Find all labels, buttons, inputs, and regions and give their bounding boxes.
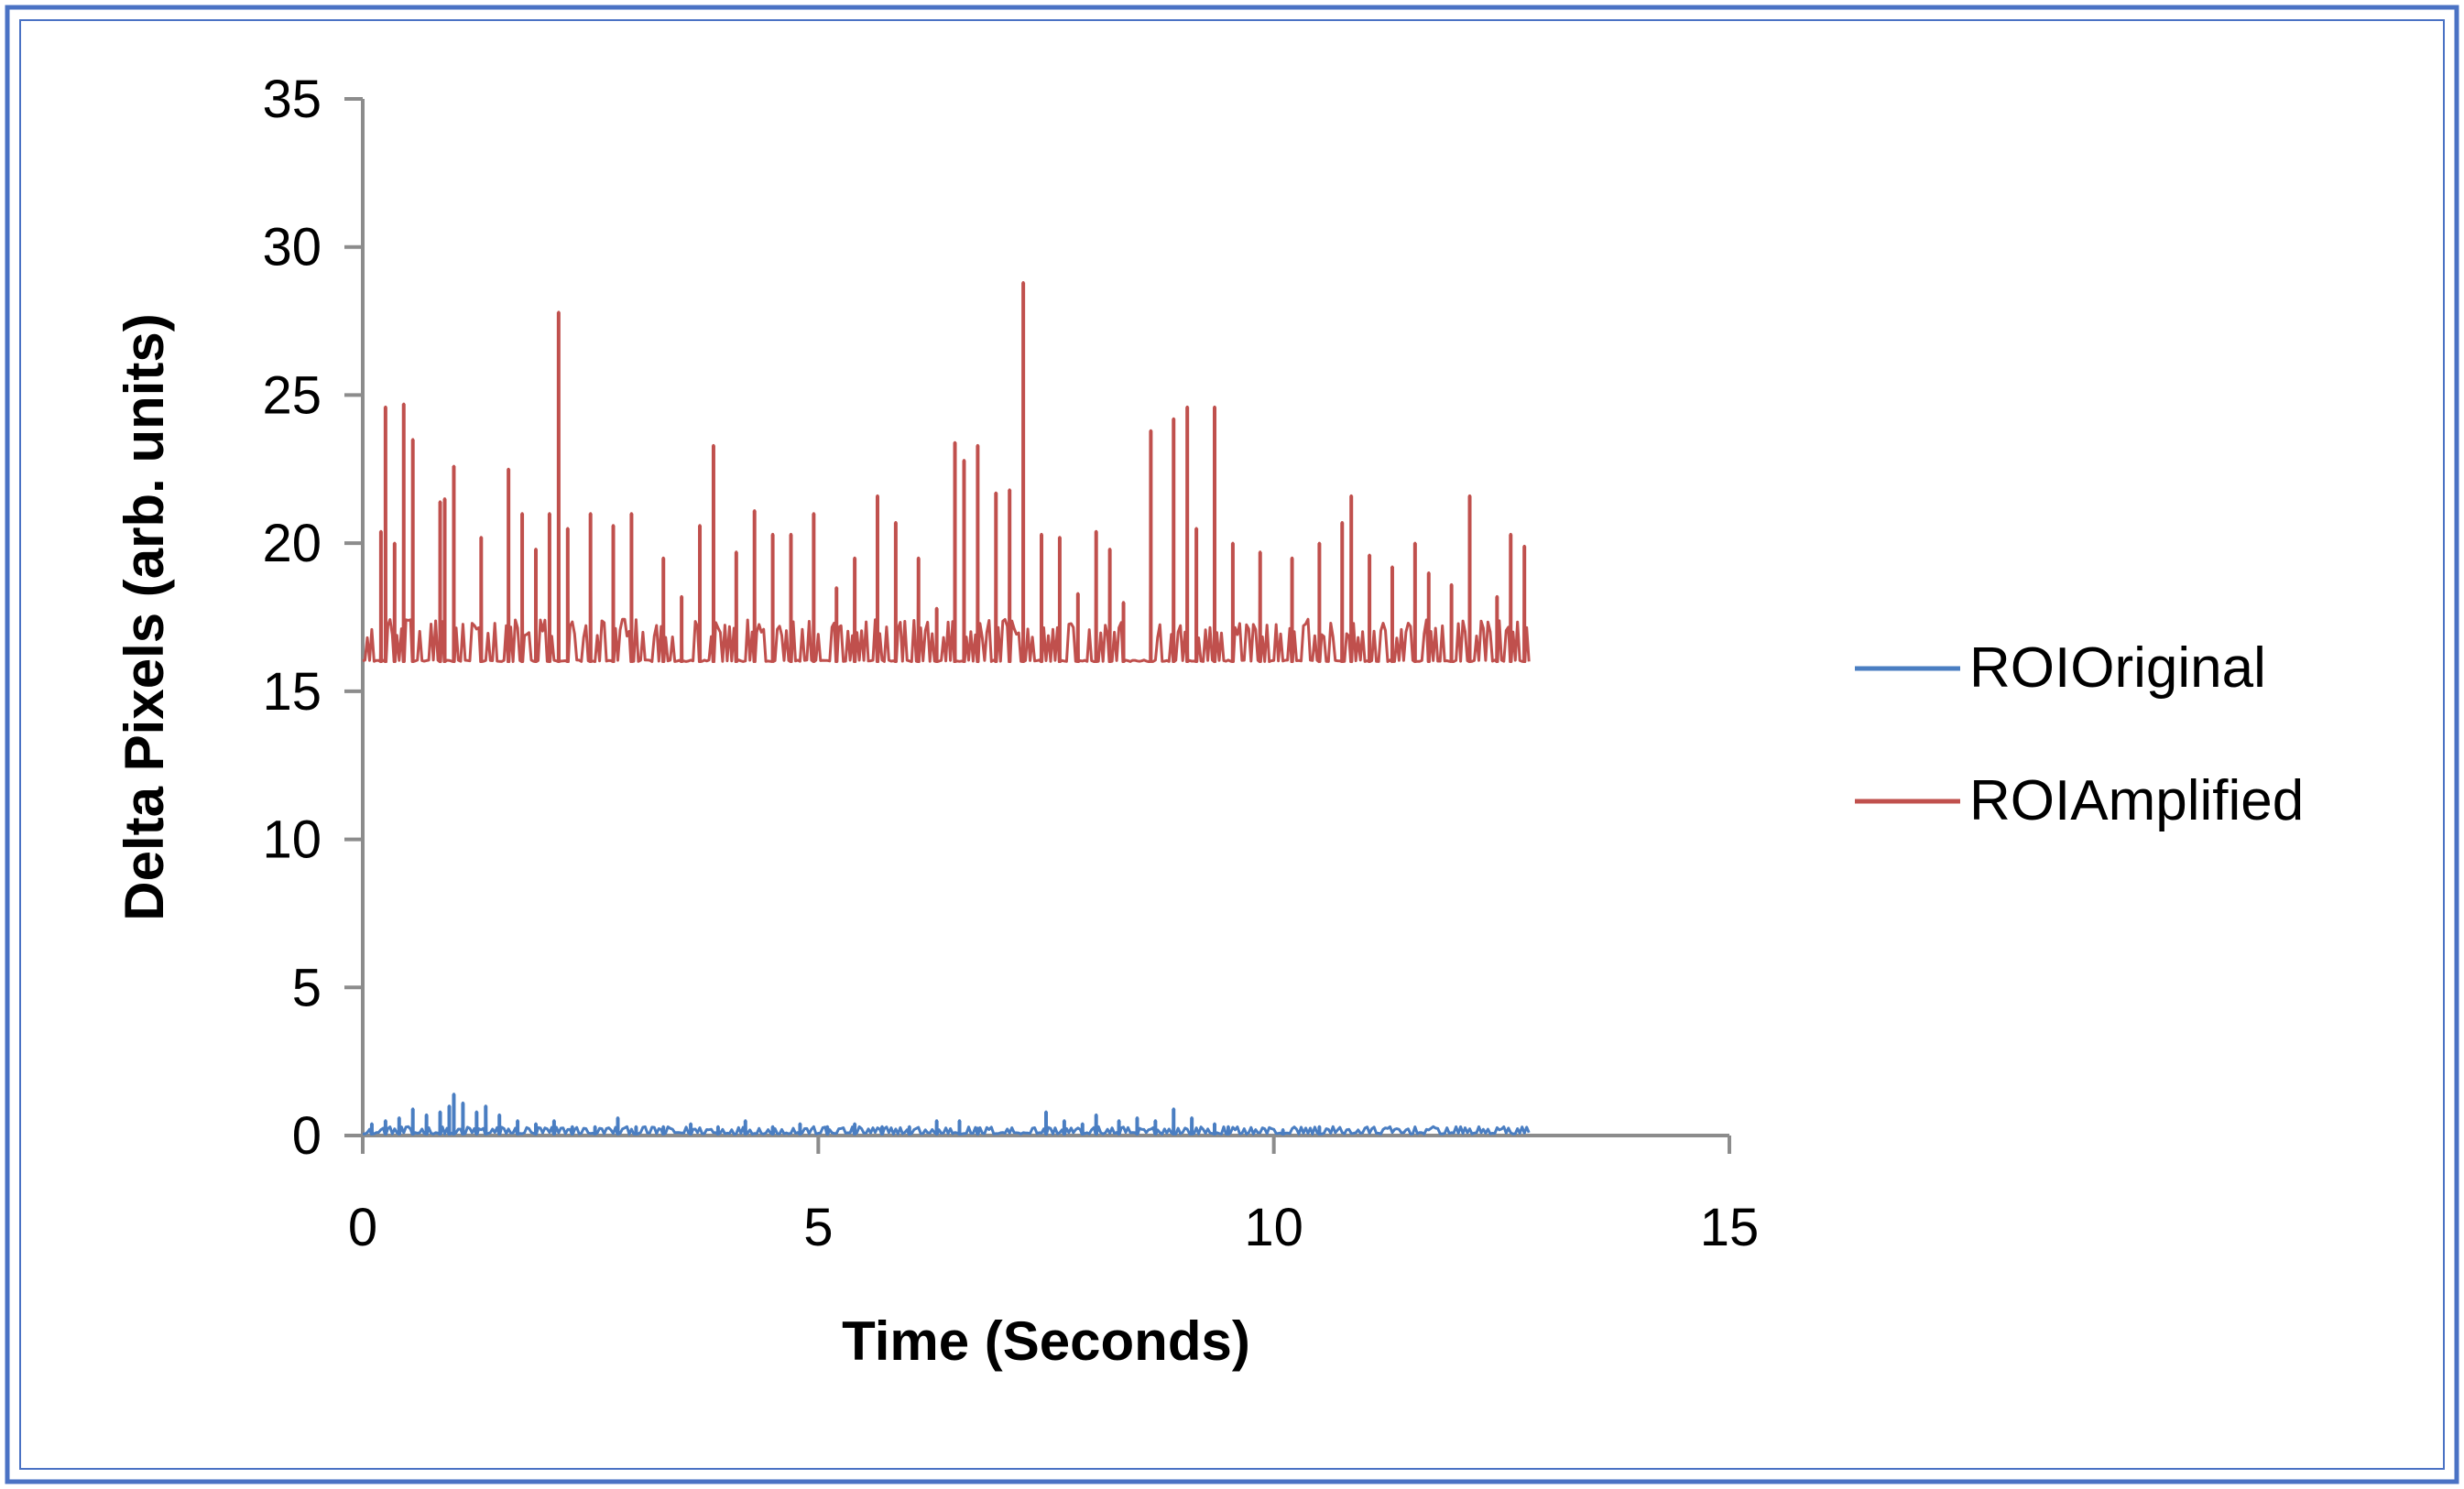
legend: ROIOriginal ROIAmplified bbox=[1855, 636, 2304, 832]
x-tick-label: 0 bbox=[348, 1198, 377, 1257]
legend-label: ROIAmplified bbox=[1969, 769, 2304, 832]
y-tick-label: 10 bbox=[262, 810, 322, 870]
y-axis-title: Delta Pixels (arb. units) bbox=[114, 313, 175, 921]
y-tick-label: 30 bbox=[262, 218, 322, 277]
y-tick-label: 0 bbox=[292, 1106, 322, 1166]
x-axis-title: Time (Seconds) bbox=[842, 1310, 1250, 1372]
y-tick-label: 15 bbox=[262, 662, 322, 722]
legend-label: ROIOriginal bbox=[1969, 636, 2266, 700]
plot-series bbox=[362, 281, 1531, 1136]
x-tick-label: 5 bbox=[803, 1198, 833, 1257]
x-tick-label: 10 bbox=[1244, 1198, 1303, 1257]
y-tick-label: 35 bbox=[262, 70, 322, 129]
x-tick-label: 15 bbox=[1700, 1198, 1760, 1257]
y-tick-label: 25 bbox=[262, 365, 322, 425]
x-axis: 0 5 10 15 bbox=[348, 1134, 1760, 1257]
y-axis: 0 5 10 15 20 25 30 35 bbox=[262, 70, 365, 1166]
y-tick-label: 20 bbox=[262, 514, 322, 573]
y-tick-label: 5 bbox=[292, 958, 322, 1017]
